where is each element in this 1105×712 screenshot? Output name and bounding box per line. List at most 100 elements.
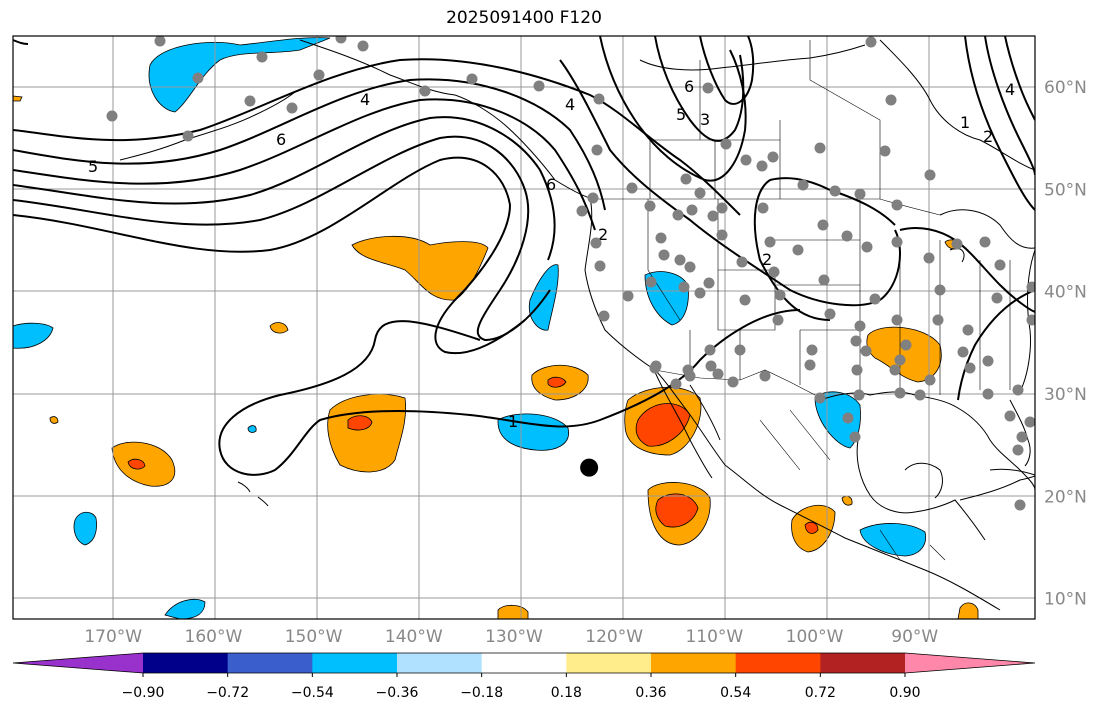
contour-label-4: 4 xyxy=(1005,80,1015,99)
latitude-label: 30°N xyxy=(1044,385,1087,405)
colorbar-segment xyxy=(735,653,821,673)
station-dot xyxy=(594,260,606,272)
us-canada-border xyxy=(590,40,881,200)
station-dot xyxy=(792,244,804,256)
station-dot xyxy=(829,185,841,197)
latitude-label: 50°N xyxy=(1044,180,1087,200)
us-canada-border-east xyxy=(879,198,941,216)
latitude-label: 60°N xyxy=(1044,78,1087,98)
station-dot xyxy=(357,40,369,52)
contour-label-2: 2 xyxy=(598,225,608,244)
longitude-label: 160°W xyxy=(185,627,243,647)
longitude-label: 150°W xyxy=(285,627,343,647)
station-dot xyxy=(932,314,944,326)
station-dot xyxy=(716,229,728,241)
colorbar-tick-label: 0.54 xyxy=(720,685,751,701)
anomaly-fill xyxy=(859,523,927,557)
contour-line xyxy=(559,59,901,307)
contour-line xyxy=(13,58,741,216)
station-dot xyxy=(674,254,686,266)
colorbar-segment xyxy=(820,653,906,673)
contour-line xyxy=(654,36,745,142)
coastlines xyxy=(119,39,1035,611)
mexico-east-coast xyxy=(856,439,986,541)
colorbar-segment xyxy=(481,653,567,673)
anomaly-fill xyxy=(804,521,819,534)
station-dot xyxy=(860,345,872,357)
anomaly-fill xyxy=(351,235,489,301)
map-content: 1 2 2 2 3 4 4 4 5 5 6 6 6 1 xyxy=(13,36,1035,619)
station-dot xyxy=(256,51,268,63)
mexico-state-borders xyxy=(759,409,946,561)
station-dot xyxy=(286,102,298,114)
station-dot xyxy=(774,289,786,301)
station-dot xyxy=(806,344,818,356)
station-dot xyxy=(703,277,715,289)
station-dot xyxy=(914,389,926,401)
contour-line xyxy=(13,39,29,45)
station-dot xyxy=(885,94,897,106)
contour-label-2: 2 xyxy=(762,250,772,269)
station-dot xyxy=(682,364,694,376)
station-dot xyxy=(672,209,684,221)
colorbar-extend-high xyxy=(905,653,1035,673)
colorbar-segment xyxy=(227,653,313,673)
station-dot xyxy=(644,200,656,212)
contour-label-5: 5 xyxy=(676,105,686,124)
longitude-label: 100°W xyxy=(786,627,844,647)
contour-line xyxy=(13,156,526,355)
cuba-coast xyxy=(989,468,1035,476)
station-dot xyxy=(1024,416,1035,428)
station-dot xyxy=(658,249,670,261)
anomaly-fill xyxy=(127,458,146,470)
colorbar-tick-label: −0.36 xyxy=(376,685,419,701)
station-dot xyxy=(891,199,903,211)
contour-line xyxy=(599,36,747,182)
contours xyxy=(13,36,1035,476)
colorbar-segment xyxy=(397,653,483,673)
station-dot xyxy=(842,412,854,424)
station-dot xyxy=(891,314,903,326)
anomaly-fill xyxy=(73,511,97,546)
colorbar-segment xyxy=(651,653,737,673)
contour-line xyxy=(699,36,755,105)
station-dot xyxy=(720,138,732,150)
station-dot xyxy=(192,72,204,84)
station-dot xyxy=(851,364,863,376)
contour-labels: 1 2 2 2 3 4 4 4 5 5 6 6 6 1 xyxy=(88,77,1015,431)
contour-label-2: 2 xyxy=(983,127,993,146)
arctic-coast xyxy=(639,44,866,71)
graticule xyxy=(13,36,1035,619)
station-dot xyxy=(869,293,881,305)
contour-line xyxy=(13,78,606,211)
station-dot xyxy=(335,36,347,44)
station-dot xyxy=(626,182,638,194)
central-america-coast xyxy=(959,475,1035,501)
station-dot xyxy=(702,82,714,94)
station-dot xyxy=(655,232,667,244)
station-dot xyxy=(1012,444,1024,456)
station-dot xyxy=(982,388,994,400)
station-dot xyxy=(590,237,602,249)
station-dot xyxy=(419,85,431,97)
station-dot xyxy=(591,144,603,156)
contour-line xyxy=(13,116,556,261)
contour-label-6: 6 xyxy=(276,130,286,149)
station-dot xyxy=(891,236,903,248)
hawaii-islands xyxy=(237,481,269,507)
colorbar-segment xyxy=(566,653,652,673)
station-dot xyxy=(686,204,698,216)
east-coast xyxy=(1019,249,1035,393)
station-dot xyxy=(734,344,746,356)
contour-label-1: 1 xyxy=(508,412,518,431)
station-dot xyxy=(924,374,936,386)
station-dot xyxy=(154,36,166,47)
anomaly-fill xyxy=(13,95,23,102)
station-dot xyxy=(678,281,690,293)
anomaly-fill xyxy=(644,271,689,326)
station-dot xyxy=(704,344,716,356)
station-dot xyxy=(982,355,994,367)
station-dot xyxy=(740,154,752,166)
latitude-label: 10°N xyxy=(1044,590,1087,610)
